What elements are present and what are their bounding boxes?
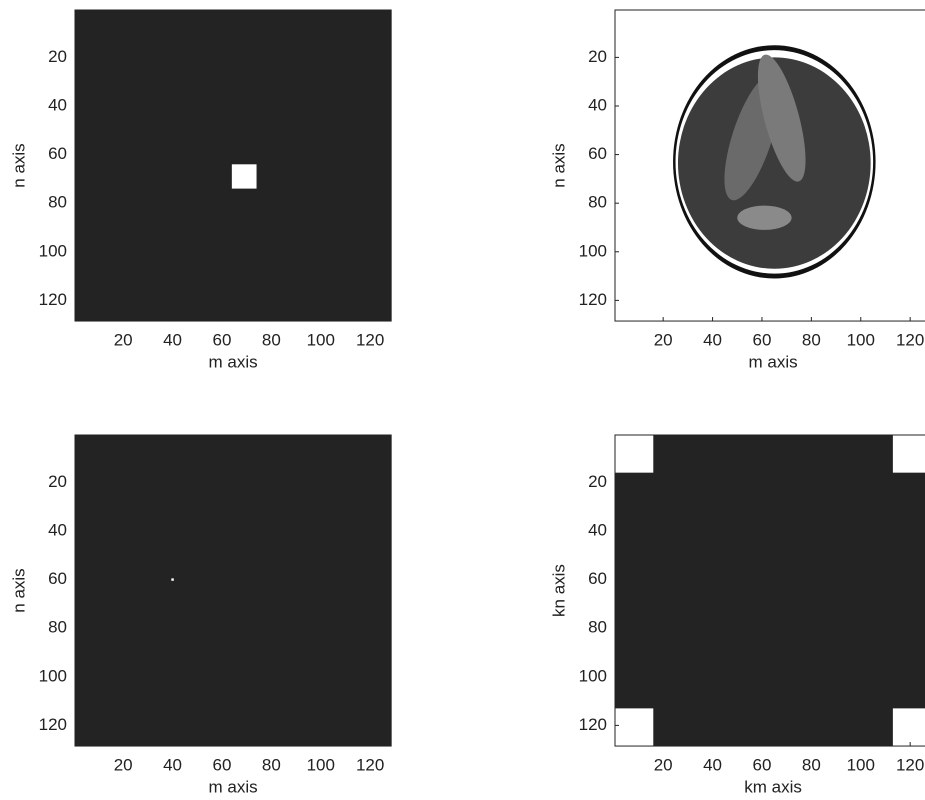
y-tick-label: 80 — [48, 618, 67, 637]
panel: 20 40 60 80 100 120 20 40 60 80 100 120 m axis n axis — [9, 435, 391, 797]
x-tick-label: 100 — [307, 331, 335, 350]
x-tick-label: 100 — [847, 756, 875, 775]
y-tick-label: 40 — [48, 520, 67, 539]
x-tick-label: 60 — [213, 756, 232, 775]
image — [75, 435, 391, 746]
y-tick-label: 40 — [48, 95, 67, 114]
y-tick-label: 120 — [579, 715, 607, 734]
x-tick-label: 60 — [213, 331, 232, 350]
x-tick-label: 60 — [753, 331, 772, 350]
x-tick-label: 120 — [896, 331, 924, 350]
x-tick-label: 40 — [703, 756, 722, 775]
y-tick-label: 100 — [39, 241, 67, 260]
y-axis-label: n axis — [9, 568, 28, 612]
y-tick-label: 60 — [48, 569, 67, 588]
image-background — [615, 435, 925, 746]
y-tick-label: 80 — [588, 618, 607, 637]
x-tick-label: 20 — [114, 756, 133, 775]
image — [615, 10, 925, 321]
x-tick-label: 20 — [654, 331, 673, 350]
y-tick-label: 100 — [579, 241, 607, 260]
y-tick-label: 120 — [39, 715, 67, 734]
y-axis-label: kn axis — [549, 564, 568, 617]
x-tick-label: 40 — [163, 756, 182, 775]
panel: 20 40 60 80 100 120 20 40 60 80 100 120 km axis kn ax… — [549, 435, 925, 797]
x-tick-label: 100 — [847, 331, 875, 350]
y-tick-label: 20 — [48, 47, 67, 66]
x-tick-label: 20 — [654, 756, 673, 775]
x-tick-label: 120 — [896, 756, 924, 775]
x-tick-label: 60 — [753, 756, 772, 775]
x-tick-label: 120 — [356, 331, 384, 350]
x-tick-label: 80 — [262, 756, 281, 775]
x-tick-label: 100 — [307, 756, 335, 775]
x-tick-label: 40 — [703, 331, 722, 350]
x-axis-label: m axis — [749, 353, 798, 372]
y-tick-label: 100 — [39, 666, 67, 685]
x-tick-label: 20 — [114, 331, 133, 350]
y-tick-label: 100 — [579, 666, 607, 685]
region — [893, 708, 925, 746]
y-tick-label: 60 — [588, 144, 607, 163]
x-tick-label: 80 — [802, 756, 821, 775]
y-tick-label: 120 — [579, 290, 607, 309]
region — [171, 578, 173, 580]
region — [232, 164, 257, 188]
panel: 20 40 60 80 100 120 20 40 60 80 100 120 m axis n axis — [9, 10, 391, 372]
y-tick-label: 60 — [588, 569, 607, 588]
region — [737, 206, 791, 230]
region — [615, 708, 653, 746]
y-tick-label: 20 — [48, 472, 67, 491]
y-tick-label: 20 — [588, 472, 607, 491]
panel: 20 40 60 80 100 120 20 40 60 80 100 120 m axis n axis — [549, 10, 925, 372]
x-axis-label: m axis — [209, 778, 258, 797]
x-tick-label: 80 — [802, 331, 821, 350]
y-tick-label: 80 — [48, 193, 67, 212]
y-tick-label: 80 — [588, 193, 607, 212]
x-tick-label: 40 — [163, 331, 182, 350]
x-axis-label: m axis — [209, 353, 258, 372]
y-tick-label: 40 — [588, 95, 607, 114]
y-axis-label: n axis — [9, 143, 28, 187]
y-tick-label: 20 — [588, 47, 607, 66]
x-tick-label: 80 — [262, 331, 281, 350]
image-background — [75, 435, 391, 746]
image — [75, 10, 391, 321]
region — [893, 435, 925, 473]
x-axis-label: km axis — [744, 778, 802, 797]
y-tick-label: 60 — [48, 144, 67, 163]
y-tick-label: 120 — [39, 290, 67, 309]
x-tick-label: 120 — [356, 756, 384, 775]
image — [615, 435, 925, 746]
y-axis-label: n axis — [549, 143, 568, 187]
y-tick-label: 40 — [588, 520, 607, 539]
region — [615, 435, 653, 473]
figure: 20 40 60 80 100 120 20 40 60 80 100 120 m axis n axis… — [0, 0, 925, 800]
